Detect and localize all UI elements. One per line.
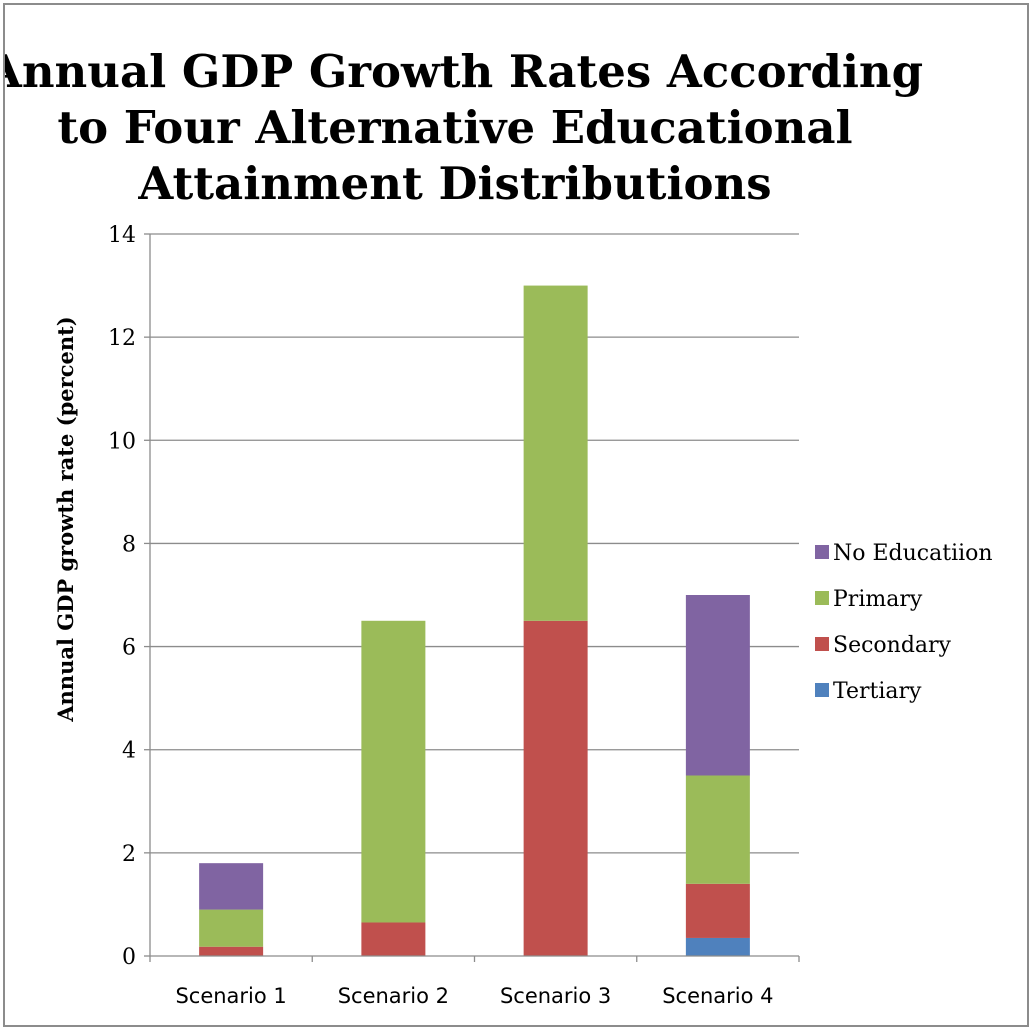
- x-tick-label-scenario-4: Scenario 4: [662, 984, 773, 1008]
- legend-label-tertiary: Tertiary: [833, 679, 922, 704]
- bar-scenario-3-secondary: [523, 620, 588, 956]
- y-axis-label: Annual GDP growth rate (percent): [53, 316, 78, 723]
- x-tick-label-scenario-3: Scenario 3: [500, 984, 611, 1008]
- bar-scenario-1-secondary: [199, 946, 264, 956]
- legend-label-no-educatiion: No Educatiion: [833, 541, 993, 566]
- legend: No Educatiion Primary Secondary Tertiary: [815, 541, 993, 704]
- y-tick-label-10: 10: [108, 429, 136, 454]
- x-tick-label-scenario-2: Scenario 2: [338, 984, 449, 1008]
- bar-scenario-4-no-educatiion: [685, 595, 750, 776]
- chart-title-line-2: to Four Alternative Educational: [57, 101, 852, 154]
- bar-scenario-1-primary: [199, 909, 264, 947]
- axes: 0 2 4 6 8 10 12 14 Scenario 1 Scenario 2 Scenario …: [108, 223, 800, 1008]
- y-tick-label-8: 8: [122, 532, 136, 557]
- x-tick-label-scenario-1: Scenario 1: [175, 984, 286, 1008]
- legend-swatch-tertiary: [815, 683, 829, 697]
- legend-label-secondary: Secondary: [833, 633, 952, 658]
- legend-label-primary: Primary: [833, 587, 923, 612]
- legend-swatch-no-educatiion: [815, 545, 829, 559]
- y-tick-label-4: 4: [122, 739, 136, 764]
- chart-frame: Annual GDP Growth Rates According to Fou…: [3, 3, 1029, 1027]
- bar-scenario-1-no-educatiion: [199, 863, 264, 910]
- legend-item-primary: Primary: [815, 587, 923, 612]
- y-tick-label-14: 14: [108, 223, 136, 248]
- stacked-bar-chart: Annual GDP Growth Rates According to Fou…: [5, 45, 993, 1008]
- y-tick-label-12: 12: [108, 326, 136, 351]
- gridlines: [150, 233, 799, 854]
- chart-title-line-1: Annual GDP Growth Rates According: [5, 45, 923, 98]
- bar-scenario-3-primary: [523, 285, 588, 621]
- legend-item-no-educatiion: No Educatiion: [815, 541, 993, 566]
- y-tick-label-0: 0: [122, 945, 136, 970]
- bar-scenario-4-tertiary: [685, 937, 750, 956]
- legend-swatch-primary: [815, 591, 829, 605]
- bar-scenario-4-primary: [685, 775, 750, 884]
- y-tick-label-6: 6: [122, 636, 136, 661]
- bar-scenario-4-secondary: [685, 883, 750, 938]
- y-tick-label-2: 2: [122, 842, 136, 867]
- chart-title-line-3: Attainment Distributions: [137, 157, 771, 210]
- bar-scenario-2-primary: [361, 620, 426, 923]
- legend-swatch-secondary: [815, 637, 829, 651]
- chart-title: Annual GDP Growth Rates According to Fou…: [5, 45, 923, 210]
- bar-scenario-2-secondary: [361, 922, 426, 956]
- bars: [199, 285, 750, 956]
- legend-item-secondary: Secondary: [815, 633, 952, 658]
- legend-item-tertiary: Tertiary: [815, 679, 922, 704]
